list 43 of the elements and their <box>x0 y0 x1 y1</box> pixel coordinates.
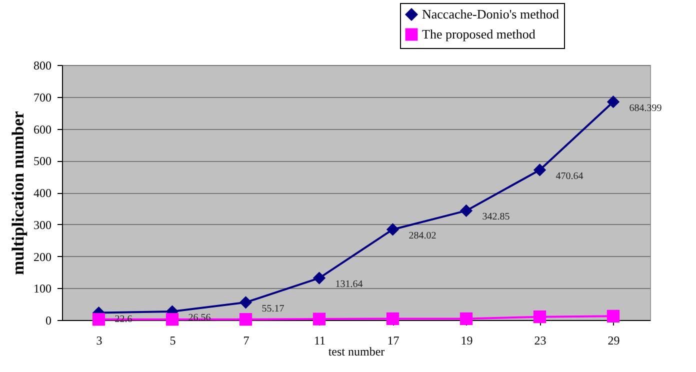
x-tick-label: 19 <box>460 334 473 348</box>
point <box>312 312 326 326</box>
y-tick-label: 200 <box>34 250 52 264</box>
y-tick-label: 0 <box>46 314 52 328</box>
point <box>460 204 473 218</box>
y-tick-label: 500 <box>34 154 52 168</box>
data-label: 470.64 <box>556 170 584 182</box>
point <box>533 310 546 324</box>
point <box>533 164 546 176</box>
data-label: 131.64 <box>335 279 363 290</box>
point <box>312 272 326 284</box>
y-tick-label: 100 <box>34 282 52 296</box>
y-tick-label: 400 <box>34 186 52 200</box>
x-tick-label: 29 <box>608 334 620 348</box>
x-tick-label: 3 <box>96 334 102 348</box>
x-tick-label: 7 <box>243 334 250 348</box>
point <box>606 310 620 322</box>
legend-label: The proposed method <box>422 26 536 42</box>
y-axis-title: multiplication number <box>8 110 28 275</box>
data-label: 55.17 <box>262 303 284 314</box>
x-tick-label: 5 <box>170 334 176 348</box>
point <box>460 312 473 326</box>
data-label: 342.85 <box>482 212 510 223</box>
y-tick-label: 600 <box>34 122 52 136</box>
x-tick-label: 23 <box>534 334 546 348</box>
data-label: 22.6 <box>114 314 132 325</box>
x-tick-label: 11 <box>314 334 326 348</box>
point <box>239 296 252 309</box>
data-label: 26.56 <box>188 312 211 324</box>
x-tick-label: 17 <box>387 334 400 348</box>
y-tick-label: 800 <box>34 58 52 72</box>
point <box>92 313 106 326</box>
point <box>386 312 400 326</box>
point <box>166 313 179 326</box>
point <box>386 223 400 236</box>
legend-label: Naccache-Donio's method <box>422 6 560 22</box>
data-label: 684.399 <box>629 102 662 114</box>
point <box>239 313 252 326</box>
point <box>606 96 620 108</box>
y-tick-label: 300 <box>34 218 52 232</box>
x-axis-title: test number <box>328 344 385 358</box>
data-label: 284.02 <box>408 230 436 242</box>
y-tick-label: 700 <box>34 90 52 104</box>
